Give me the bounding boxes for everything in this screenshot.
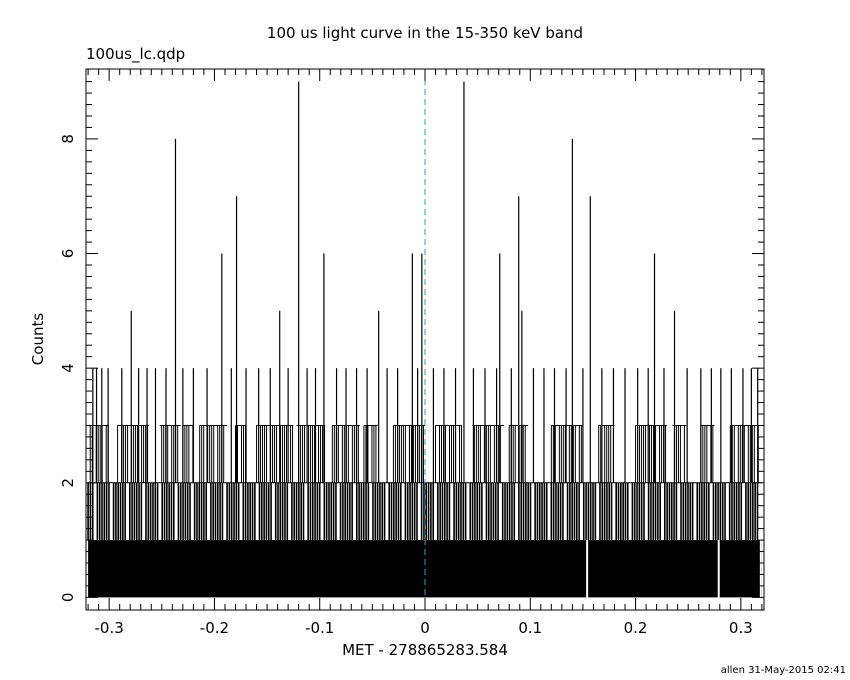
x-tick-label: -0.2 [200,619,229,637]
y-tick-label: 0 [59,593,77,603]
y-tick-label: 2 [59,478,77,488]
chart-subtitle: 100us_lc.qdp [86,45,185,64]
chart-title: 100 us light curve in the 15-350 keV ban… [267,24,583,42]
y-tick-label: 4 [59,363,77,373]
footer-credit: allen 31-May-2015 02:41 [721,665,846,676]
zero-count-bins [586,540,762,598]
x-tick-label: 0.2 [624,619,648,637]
y-axis-ticks: 0 2 4 6 8 [59,81,764,603]
x-tick-label: -0.1 [305,619,334,637]
x-axis-ticks: -0.3 -0.2 -0.1 0 0.1 0.2 0.3 [87,69,763,637]
peak-bins [92,81,759,483]
x-tick-label: -0.3 [95,619,124,637]
y-axis-label: Counts [29,313,47,366]
x-tick-label: 0.1 [518,619,542,637]
zero-count-bin [759,540,762,598]
zero-count-bin [717,540,720,598]
x-axis-label: MET - 278865283.584 [342,641,508,659]
count-bins [87,424,762,598]
y-tick-label: 8 [59,134,77,144]
x-tick-label: 0.3 [729,619,753,637]
zero-count-bin [586,540,589,598]
y-tick-label: 6 [59,249,77,259]
x-tick-label: 0 [420,619,430,637]
count-floor-block [88,540,762,598]
